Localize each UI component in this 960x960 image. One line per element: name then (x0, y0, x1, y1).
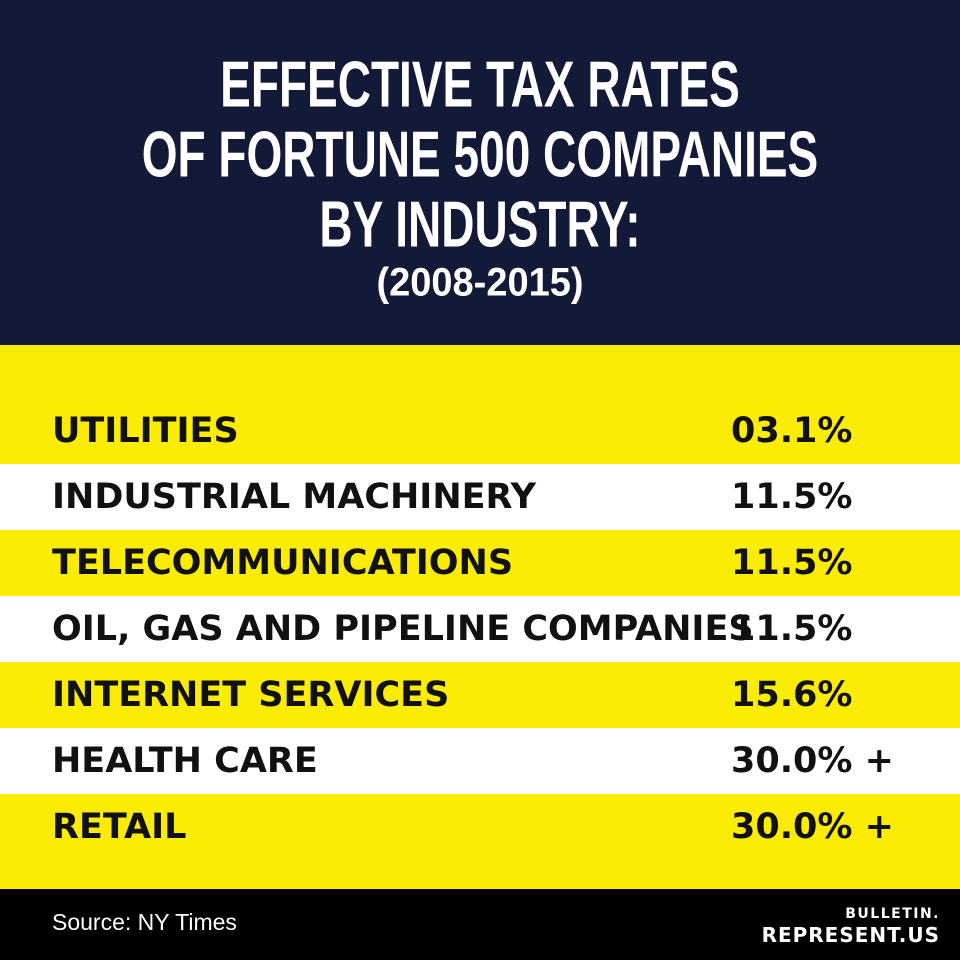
footer: Source: NY Times BULLETIN. REPRESENT.US (0, 889, 960, 960)
industry-label: INTERNET SERVICES (52, 675, 450, 715)
tax-rate-value: 15.6% (731, 675, 853, 715)
title-line-1: EFFECTIVE TAX RATES (220, 47, 740, 121)
industry-label: INDUSTRIAL MACHINERY (52, 477, 536, 517)
industry-label: RETAIL (52, 807, 187, 847)
title-line-2: OF FORTUNE 500 COMPANIES (141, 117, 819, 191)
table-row: OIL, GAS AND PIPELINE COMPANIES 11.5% (0, 596, 960, 662)
header-banner: EFFECTIVE TAX RATES OF FORTUNE 500 COMPA… (0, 0, 960, 345)
table-row: UTILITIES 03.1% (0, 398, 960, 464)
tax-rate-table: UTILITIES 03.1% INDUSTRIAL MACHINERY 11.5% T… (0, 345, 960, 889)
table-row: INTERNET SERVICES 15.6% (0, 662, 960, 728)
title-line-3-wrap: BY INDUSTRY: (0, 191, 960, 256)
source-credit: Source: NY Times (52, 909, 237, 935)
table-row: RETAIL 30.0% + (0, 794, 960, 860)
industry-label: TELECOMMUNICATIONS (52, 543, 514, 583)
title-line-3: BY INDUSTRY: (319, 187, 641, 261)
table-row: INDUSTRIAL MACHINERY 11.5% (0, 464, 960, 530)
tax-rate-value: 30.0% + (731, 741, 894, 781)
table-row: HEALTH CARE 30.0% + (0, 728, 960, 794)
industry-label: OIL, GAS AND PIPELINE COMPANIES (52, 609, 754, 649)
industry-label: UTILITIES (52, 411, 239, 451)
subtitle: (2008-2015) (376, 260, 584, 306)
brand-logo-bottom: REPRESENT.US (761, 923, 940, 947)
brand-logo-top: BULLETIN. (845, 906, 940, 922)
tax-rate-value: 11.5% (731, 543, 853, 583)
tax-rate-value: 03.1% (731, 411, 853, 451)
tax-rate-value: 11.5% (731, 609, 853, 649)
tax-rate-value: 30.0% + (731, 807, 894, 847)
industry-label: HEALTH CARE (52, 741, 318, 781)
brand-logo: BULLETIN. REPRESENT.US (762, 906, 940, 947)
table-row: TELECOMMUNICATIONS 11.5% (0, 530, 960, 596)
title-line-1-wrap: EFFECTIVE TAX RATES (0, 51, 960, 116)
tax-rate-value: 11.5% (731, 477, 853, 517)
title-line-2-wrap: OF FORTUNE 500 COMPANIES (0, 121, 960, 186)
